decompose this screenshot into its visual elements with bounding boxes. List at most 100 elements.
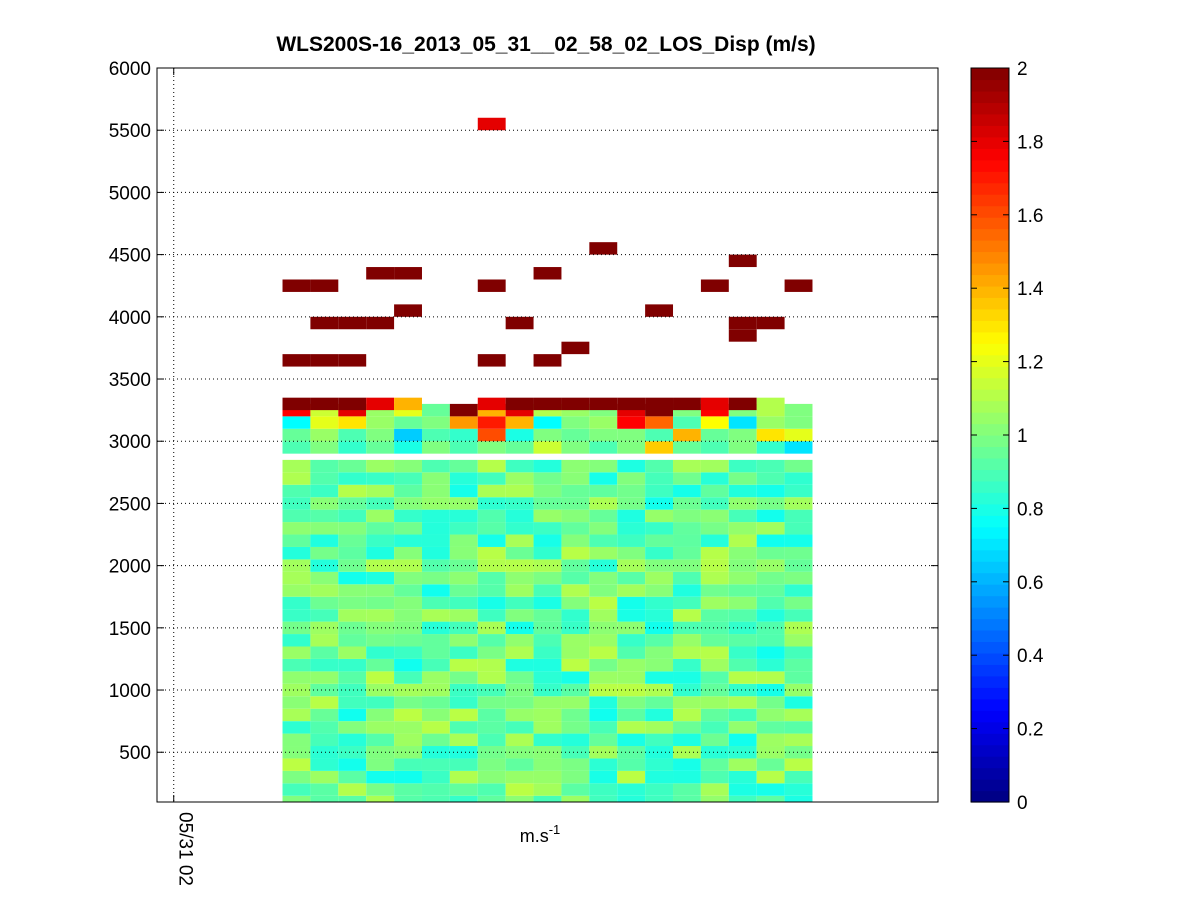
colorbar-step [971, 354, 1009, 367]
heatmap-cell [282, 397, 311, 411]
colorbar-step [971, 641, 1009, 654]
heatmap-cell [617, 658, 646, 672]
heatmap-cell [673, 584, 701, 597]
heatmap-cell [645, 634, 674, 647]
heatmap-cell [589, 721, 618, 734]
heatmap-cell [310, 634, 339, 647]
heatmap-cell [394, 770, 422, 784]
heatmap-cell [421, 658, 450, 672]
heatmap-cell [784, 758, 813, 771]
heatmap-cell [394, 571, 422, 585]
heatmap-cell [449, 746, 478, 759]
colorbar-step [971, 159, 1009, 172]
heatmap-cell [673, 459, 701, 473]
heatmap-cell [589, 696, 618, 709]
heatmap-cell [282, 783, 311, 796]
heatmap-cell [366, 758, 395, 771]
colorbar-step [971, 756, 1009, 769]
heatmap-cell [310, 571, 339, 585]
heatmap-cell [421, 721, 450, 734]
heatmap-cell [394, 683, 422, 697]
heatmap-cell [310, 441, 339, 454]
heatmap-cell [449, 522, 478, 535]
heatmap-cell [784, 621, 813, 635]
heatmap-cell [282, 621, 311, 635]
heatmap-cell [310, 596, 339, 610]
heatmap-cell [282, 354, 311, 367]
heatmap-cell [561, 571, 590, 585]
heatmap-cell [617, 459, 646, 473]
heatmap-cell [756, 770, 785, 784]
heatmap-cell [617, 708, 646, 722]
heatmap-cell [505, 441, 534, 454]
heatmap-cell [561, 671, 590, 684]
heatmap-cell [505, 596, 534, 610]
heatmap-cell [366, 397, 395, 411]
heatmap-cell [505, 584, 534, 597]
heatmap-cell [756, 416, 785, 429]
plot-area: 500 1000 1500 2000 2500 3000 3500 4000 4500 5000 5… [109, 59, 939, 886]
heatmap-cell [282, 484, 311, 498]
heatmap-cell [421, 459, 450, 473]
heatmap-cell [617, 758, 646, 771]
heatmap-cell [561, 621, 590, 635]
colorbar-step [971, 148, 1009, 161]
heatmap-cell [421, 441, 450, 454]
heatmap-cell [617, 397, 646, 411]
heatmap-cell [756, 509, 785, 523]
heatmap-cell [617, 634, 646, 647]
heatmap-cell [282, 795, 311, 802]
heatmap-cell [784, 459, 813, 473]
heatmap-cell [310, 708, 339, 722]
heatmap-cell [728, 497, 757, 510]
heatmap-cell [617, 534, 646, 547]
heatmap-cell [561, 459, 590, 473]
colorbar-step [971, 274, 1009, 287]
heatmap-cell [310, 795, 339, 802]
heatmap-cell [617, 770, 646, 784]
heatmap-cell [533, 267, 562, 280]
heatmap-cell [533, 708, 562, 722]
heatmap-cell [338, 484, 367, 498]
heatmap-cell [617, 522, 646, 535]
heatmap-cell [589, 634, 618, 647]
heatmap-cell [561, 484, 590, 498]
heatmap-cell [505, 559, 534, 572]
colorbar-step [971, 389, 1009, 402]
colorbar-step [971, 251, 1009, 264]
heatmap-cell [561, 534, 590, 547]
heatmap-cell [645, 795, 674, 802]
heatmap-cell [589, 733, 618, 747]
heatmap-cell [338, 596, 367, 610]
heatmap-cell [784, 484, 813, 498]
heatmap-cell [338, 721, 367, 734]
heatmap-cell [338, 621, 367, 635]
heatmap-cell [282, 770, 311, 784]
colorbar-ticks: 0 0.2 0.4 0.6 0.8 1 1.2 1.4 1.6 1.8 2 [971, 59, 1044, 814]
heatmap-cell [700, 770, 729, 784]
heatmap-cell [728, 683, 757, 697]
heatmap-cell [533, 509, 562, 523]
heatmap-cell [477, 534, 506, 547]
heatmap-cell [505, 522, 534, 535]
heatmap-cell [366, 746, 395, 759]
heatmap-cell [589, 397, 618, 411]
colorbar-step [971, 308, 1009, 321]
heatmap-cell [533, 559, 562, 572]
heatmap-cell [366, 459, 395, 473]
heatmap-cell [310, 546, 339, 560]
heatmap-cell [533, 696, 562, 709]
heatmap-cell [645, 683, 674, 697]
heatmap-cell [700, 428, 729, 442]
heatmap-cell [477, 696, 506, 709]
heatmap-cell [673, 522, 701, 535]
heatmap-cell [561, 683, 590, 697]
heatmap-cell [310, 758, 339, 771]
heatmap-cell [673, 534, 701, 547]
heatmap-cell [673, 621, 701, 635]
colorbar-step [971, 721, 1009, 734]
heatmap-cell [477, 546, 506, 560]
colorbar-step [971, 664, 1009, 677]
colorbar-step [971, 366, 1009, 379]
heatmap-cell [728, 484, 757, 498]
